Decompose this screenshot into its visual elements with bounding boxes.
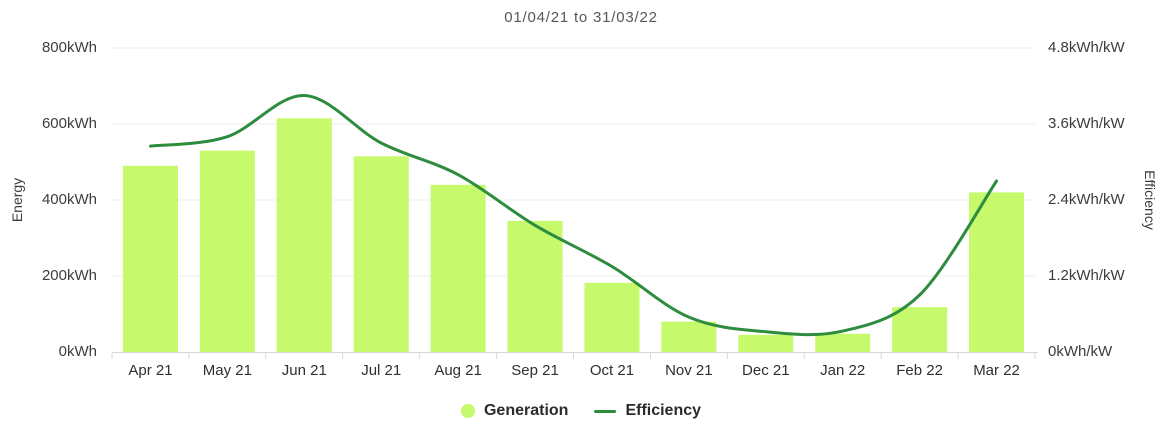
x-axis-label-jan-22: Jan 22 [820,362,866,379]
legend-item-generation[interactable]: Generation [460,402,569,420]
bar-apr-21[interactable] [122,165,178,352]
y-axis-title-energy: Energy [9,177,25,223]
bar-feb-22[interactable] [892,307,948,352]
bar-dec-21[interactable] [738,334,794,352]
bar-jul-21[interactable] [353,156,409,352]
y-right-tick-label: 4.8kWh/kW [1048,39,1125,56]
y-left-tick-label: 800kWh [41,39,97,56]
bar-aug-21[interactable] [430,184,486,352]
y-left-tick-label: 200kWh [41,267,97,284]
bar-mar-22[interactable] [969,192,1025,352]
x-axis-label-jun-21: Jun 21 [281,362,327,379]
bar-sep-21[interactable] [507,220,563,352]
y-right-tick-label: 2.4kWh/kW [1048,191,1125,208]
x-axis-label-aug-21: Aug 21 [434,362,482,379]
bar-nov-21[interactable] [661,321,717,352]
legend-label-efficiency: Efficiency [625,402,702,419]
y-right-tick-label: 3.6kWh/kW [1048,115,1125,132]
x-axis-label-dec-21: Dec 21 [742,362,790,379]
x-axis-label-mar-22: Mar 22 [973,362,1020,379]
y-left-tick-label: 600kWh [41,115,97,132]
x-axis-label-jul-21: Jul 21 [361,362,402,379]
y-left-tick-label: 400kWh [41,191,97,208]
y-axis-title-efficiency: Efficiency [1142,170,1158,230]
x-axis-label-feb-22: Feb 22 [896,362,943,379]
x-axis-label-may-21: May 21 [202,362,252,379]
x-axis-label-nov-21: Nov 21 [665,362,713,379]
legend-label-generation: Generation [483,402,569,419]
bar-may-21[interactable] [199,150,255,352]
y-left-tick-label: 0kWh [58,343,97,360]
chart-title: 01/04/21 to 31/03/22 [504,9,658,26]
y-right-tick-label: 0kWh/kW [1048,343,1113,360]
bar-oct-21[interactable] [584,282,640,352]
bar-jan-22[interactable] [815,333,871,352]
legend: Generation Efficiency [0,402,1162,420]
legend-item-efficiency[interactable]: Efficiency [594,402,701,420]
x-axis-label-oct-21: Oct 21 [589,362,635,379]
x-axis-label-apr-21: Apr 21 [128,362,173,379]
x-axis-label-sep-21: Sep 21 [511,362,559,379]
bar-jun-21[interactable] [276,118,332,352]
efficiency-line [148,93,999,337]
generation-dot-icon [460,404,475,418]
y-right-tick-label: 1.2kWh/kW [1048,267,1125,284]
efficiency-line-icon [594,409,617,413]
